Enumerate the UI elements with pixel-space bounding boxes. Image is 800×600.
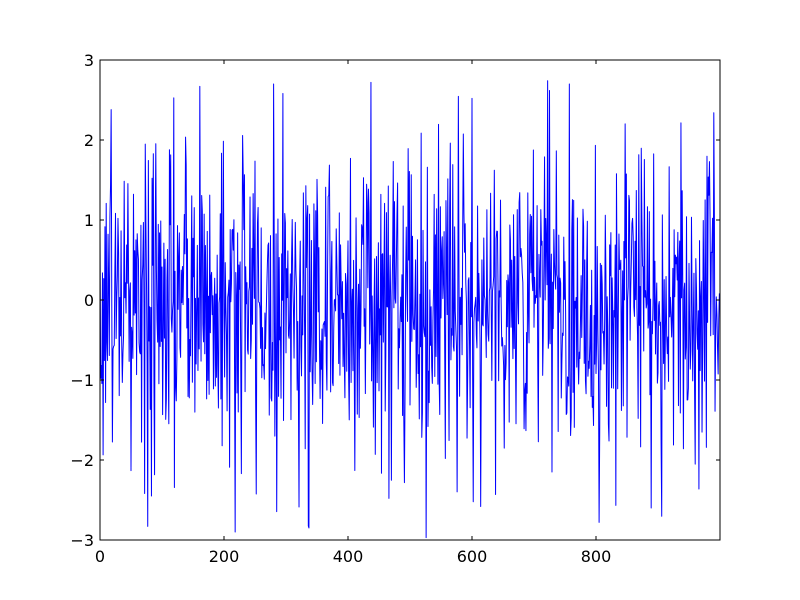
y-tick-label: 1 [84, 211, 94, 230]
tick-marks [99, 59, 720, 541]
x-tick-label: 0 [95, 547, 105, 566]
tick-labels: 0 200 400 600 800 3 2 1 0 −1 −2 −3 [70, 51, 611, 566]
x-tick-label: 800 [581, 547, 612, 566]
x-tick-label: 600 [457, 547, 488, 566]
x-tick-label: 200 [209, 547, 240, 566]
series-layer [99, 80, 720, 539]
y-tick-label: −1 [70, 371, 94, 390]
y-tick-label: −2 [70, 451, 94, 470]
y-tick-label: 2 [84, 131, 94, 150]
series-line [99, 80, 720, 539]
x-tick-label: 400 [333, 547, 364, 566]
y-tick-label: 3 [84, 51, 94, 70]
y-tick-label: −3 [70, 531, 94, 550]
y-tick-label: 0 [84, 291, 94, 310]
